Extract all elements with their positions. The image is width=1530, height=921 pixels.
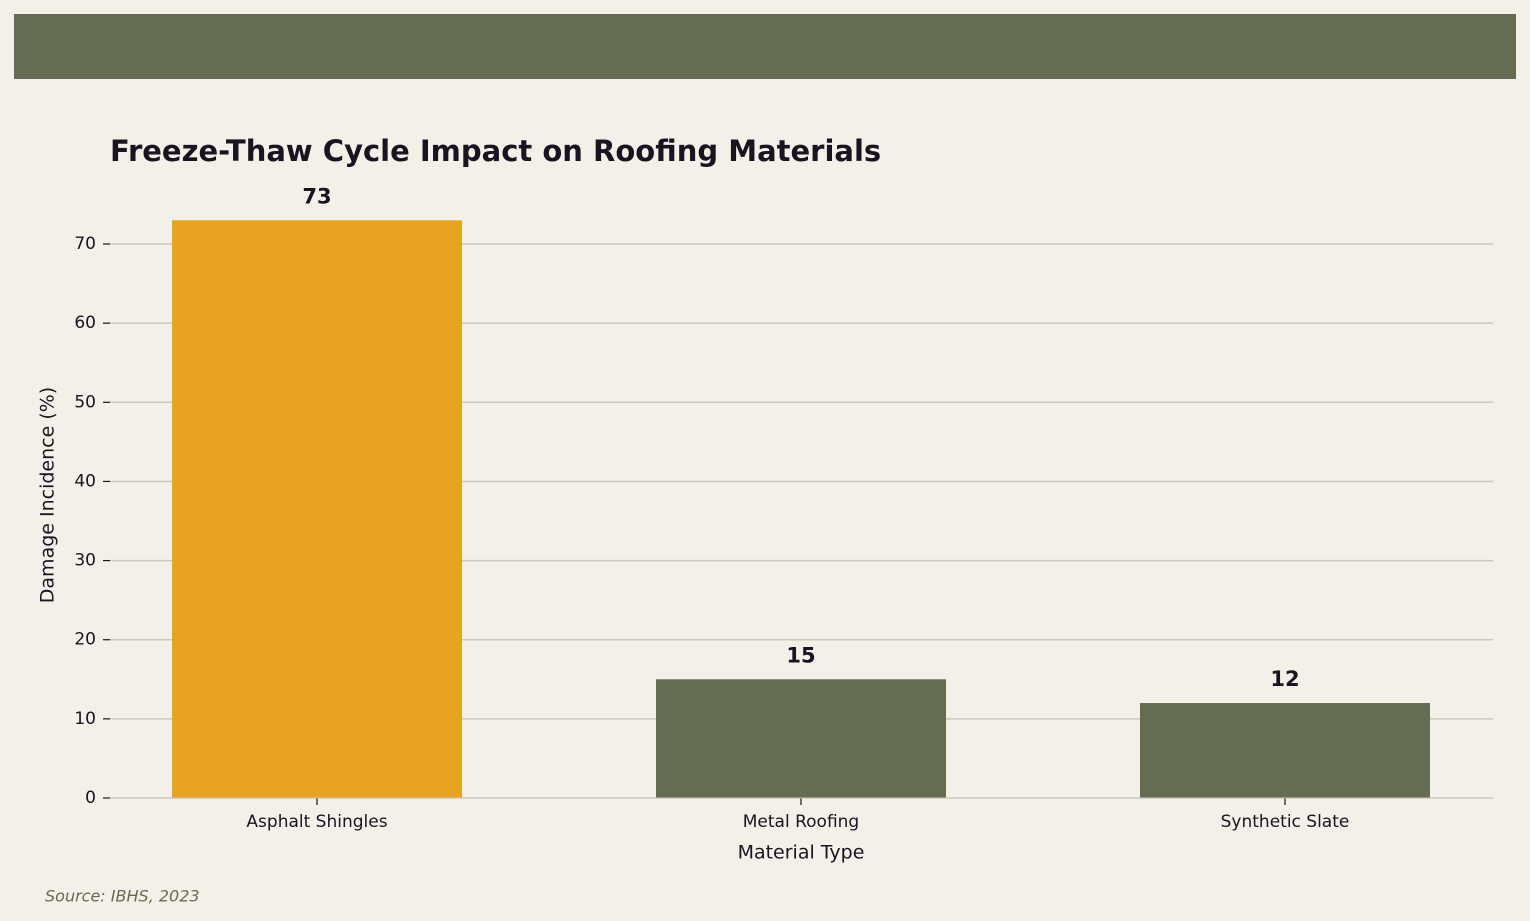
y-tick-label: 30 bbox=[74, 551, 96, 571]
bar bbox=[656, 679, 946, 798]
y-tick-label: 50 bbox=[74, 392, 96, 412]
value-label: 15 bbox=[786, 643, 815, 667]
chart-title: Freeze-Thaw Cycle Impact on Roofing Mate… bbox=[110, 134, 881, 168]
y-tick-label: 20 bbox=[74, 630, 96, 650]
bar bbox=[1140, 703, 1430, 798]
header-band bbox=[14, 14, 1516, 79]
y-tick-label: 0 bbox=[85, 788, 96, 808]
source-note: Source: IBHS, 2023 bbox=[45, 887, 200, 906]
x-tick-label: Synthetic Slate bbox=[1221, 812, 1350, 832]
bar bbox=[172, 220, 462, 799]
y-axis-label: Damage Incidence (%) bbox=[37, 387, 59, 603]
value-label: 12 bbox=[1270, 667, 1299, 691]
y-tick-label: 70 bbox=[74, 234, 96, 254]
x-tick-label: Metal Roofing bbox=[743, 812, 859, 832]
x-tick-label: Asphalt Shingles bbox=[246, 812, 387, 832]
y-tick-label: 10 bbox=[74, 709, 96, 729]
y-tick-label: 40 bbox=[74, 471, 96, 491]
x-axis-label: Material Type bbox=[738, 842, 865, 864]
value-label: 73 bbox=[302, 184, 331, 208]
y-tick-label: 60 bbox=[74, 313, 96, 333]
